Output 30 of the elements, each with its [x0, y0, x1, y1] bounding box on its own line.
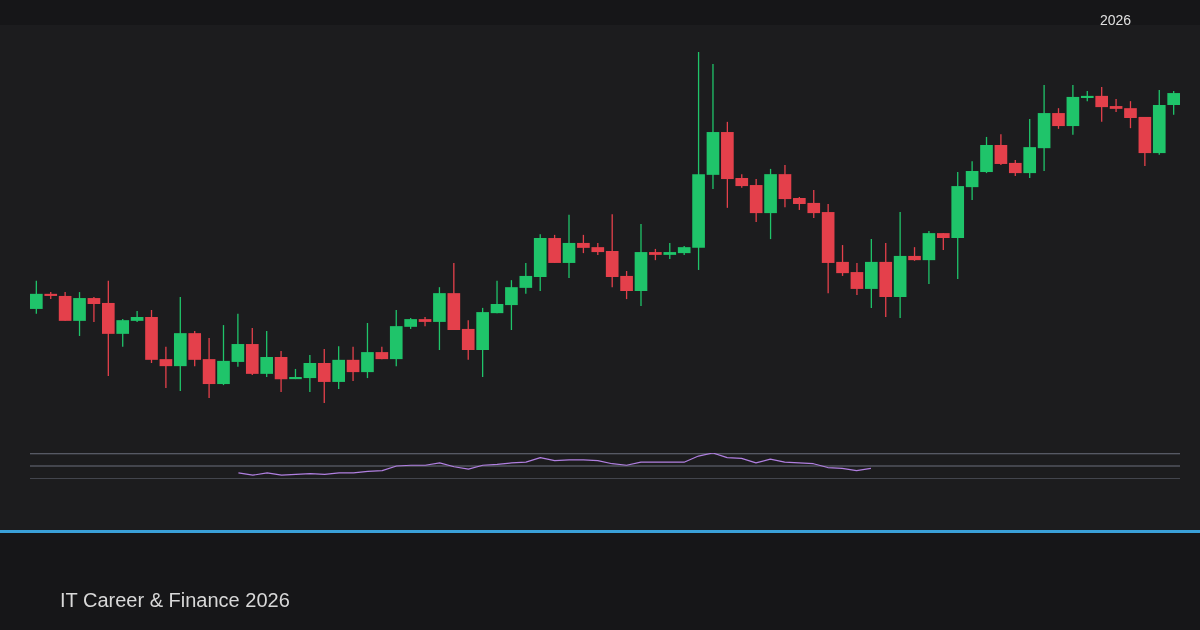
candlestick — [965, 160, 979, 201]
candlestick — [836, 244, 849, 277]
candlestick — [116, 318, 130, 348]
candlestick — [274, 350, 288, 393]
candlestick — [87, 296, 101, 323]
candlestick — [562, 214, 576, 279]
candlestick — [994, 133, 1008, 166]
candlestick — [1124, 100, 1137, 129]
candlestick — [1167, 90, 1180, 116]
candlestick — [30, 280, 43, 315]
text: IT Career & Finance 2026 — [60, 589, 290, 612]
candlestick — [461, 319, 475, 361]
candlestick — [130, 310, 144, 323]
text: 2026 — [1100, 12, 1132, 28]
candlestick — [73, 291, 86, 337]
candlestick — [1052, 107, 1065, 130]
candlestick — [490, 280, 504, 314]
candlestick — [303, 354, 317, 393]
candlestick — [217, 324, 230, 386]
candlestick — [332, 345, 345, 390]
candlestick — [361, 322, 374, 379]
candlestick — [850, 262, 864, 296]
candlestick — [346, 346, 360, 382]
candlestick — [159, 346, 173, 389]
candlestick — [1109, 98, 1123, 113]
candlestick — [231, 313, 245, 368]
candlestick — [1095, 86, 1109, 123]
candlestick — [317, 348, 331, 403]
candlestick — [418, 316, 432, 327]
candlestick — [260, 330, 274, 378]
